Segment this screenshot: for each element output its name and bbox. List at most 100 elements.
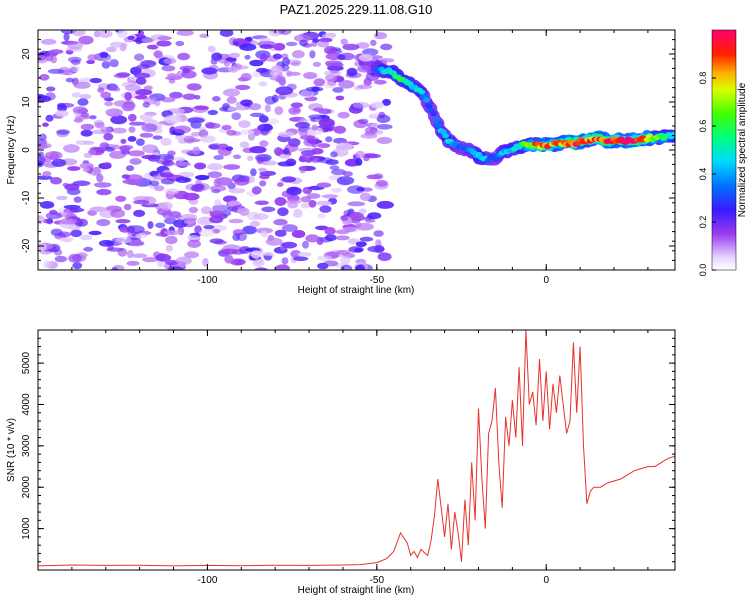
- noise-blob: [97, 87, 105, 93]
- y-tick-label: 3000: [21, 434, 32, 457]
- noise-blob: [140, 60, 157, 68]
- signal-cell: [430, 111, 438, 117]
- noise-blob: [154, 185, 165, 192]
- noise-blob: [42, 122, 49, 127]
- y-tick-label: -20: [21, 238, 32, 253]
- noise-blob: [120, 138, 127, 144]
- noise-blob: [228, 218, 244, 224]
- noise-blob: [312, 38, 320, 43]
- noise-blob: [305, 86, 324, 92]
- noise-blob: [335, 95, 345, 101]
- noise-blob: [73, 196, 82, 203]
- noise-blob: [163, 58, 177, 65]
- noise-blob: [109, 41, 125, 48]
- noise-blob: [135, 77, 147, 85]
- y-tick-label: 1000: [21, 517, 32, 540]
- noise-blob: [354, 248, 363, 253]
- noise-blob: [307, 127, 324, 136]
- noise-blob: [309, 50, 316, 59]
- noise-blob: [380, 43, 393, 51]
- noise-blob: [239, 141, 250, 148]
- noise-blob: [224, 254, 234, 264]
- noise-blob: [340, 38, 349, 45]
- noise-blob: [83, 152, 93, 158]
- noise-blob: [286, 71, 301, 76]
- noise-blob: [126, 249, 134, 259]
- noise-blob: [80, 123, 95, 131]
- noise-blob: [340, 256, 351, 265]
- noise-blob: [333, 137, 347, 144]
- snr-y-axis-label: SNR (10 * v/v): [6, 418, 17, 482]
- noise-blob: [355, 241, 367, 248]
- noise-blob: [59, 218, 78, 225]
- noise-blob: [98, 30, 113, 38]
- noise-blob: [141, 123, 158, 132]
- noise-blob: [142, 257, 159, 263]
- noise-blob: [271, 65, 283, 73]
- colorbar: 0.0 0.2 0.4 0.6 0.8 Normalized spectral ampl…: [698, 29, 748, 276]
- noise-blob: [229, 52, 240, 59]
- noise-blob: [39, 201, 55, 209]
- noise-blob: [159, 172, 174, 178]
- noise-blob: [199, 33, 210, 39]
- noise-blob: [128, 113, 137, 122]
- noise-blob: [299, 153, 316, 163]
- noise-blob: [287, 201, 299, 209]
- noise-blob: [363, 77, 372, 86]
- noise-blob: [56, 102, 66, 109]
- noise-blob: [260, 53, 268, 62]
- signal-cell: [418, 89, 426, 95]
- noise-blob: [313, 78, 326, 87]
- noise-blob: [303, 137, 317, 147]
- noise-blob: [323, 260, 339, 267]
- noise-blob: [110, 115, 128, 125]
- noise-blob: [249, 59, 264, 67]
- noise-blob: [73, 81, 91, 89]
- noise-blob: [56, 195, 68, 201]
- noise-blob: [247, 155, 254, 161]
- noise-blob: [160, 178, 175, 185]
- noise-blob: [38, 55, 48, 64]
- noise-blob: [264, 104, 271, 113]
- noise-blob: [370, 101, 384, 109]
- noise-blob: [291, 230, 306, 238]
- noise-blob: [335, 235, 350, 241]
- noise-blob: [254, 200, 269, 206]
- noise-blob: [295, 121, 311, 129]
- noise-blob: [331, 168, 346, 176]
- noise-blob: [89, 77, 102, 84]
- signal-cell: [432, 117, 440, 123]
- noise-blob: [176, 30, 194, 36]
- noise-blob: [58, 231, 71, 238]
- noise-blob: [188, 206, 198, 214]
- noise-blob: [342, 226, 361, 232]
- noise-blob: [316, 200, 332, 206]
- noise-blob: [65, 77, 74, 83]
- noise-blob: [219, 30, 234, 37]
- noise-blob: [195, 174, 210, 181]
- noise-blob: [121, 103, 135, 112]
- noise-blob: [49, 209, 58, 215]
- noise-blob: [299, 165, 307, 174]
- noise-blob: [102, 57, 113, 63]
- noise-blob: [288, 106, 302, 115]
- noise-blob: [293, 208, 303, 218]
- noise-blob: [281, 257, 289, 265]
- noise-blob: [311, 148, 324, 155]
- noise-blob: [236, 232, 248, 241]
- noise-blob: [94, 121, 105, 129]
- noise-blob: [177, 52, 191, 61]
- noise-blob: [302, 240, 309, 249]
- noise-blob: [318, 118, 335, 128]
- noise-blob: [87, 54, 98, 61]
- noise-blob: [126, 225, 145, 234]
- noise-blob: [225, 57, 237, 62]
- noise-blob: [214, 199, 222, 207]
- noise-blob: [226, 96, 237, 104]
- noise-blob: [110, 209, 126, 218]
- noise-blob: [244, 54, 251, 60]
- spectrogram-x-axis-label: Height of straight line (km): [298, 285, 415, 296]
- noise-blob: [136, 138, 145, 146]
- noise-blob: [227, 66, 239, 73]
- colorbar-tick-label: 0.6: [698, 120, 708, 133]
